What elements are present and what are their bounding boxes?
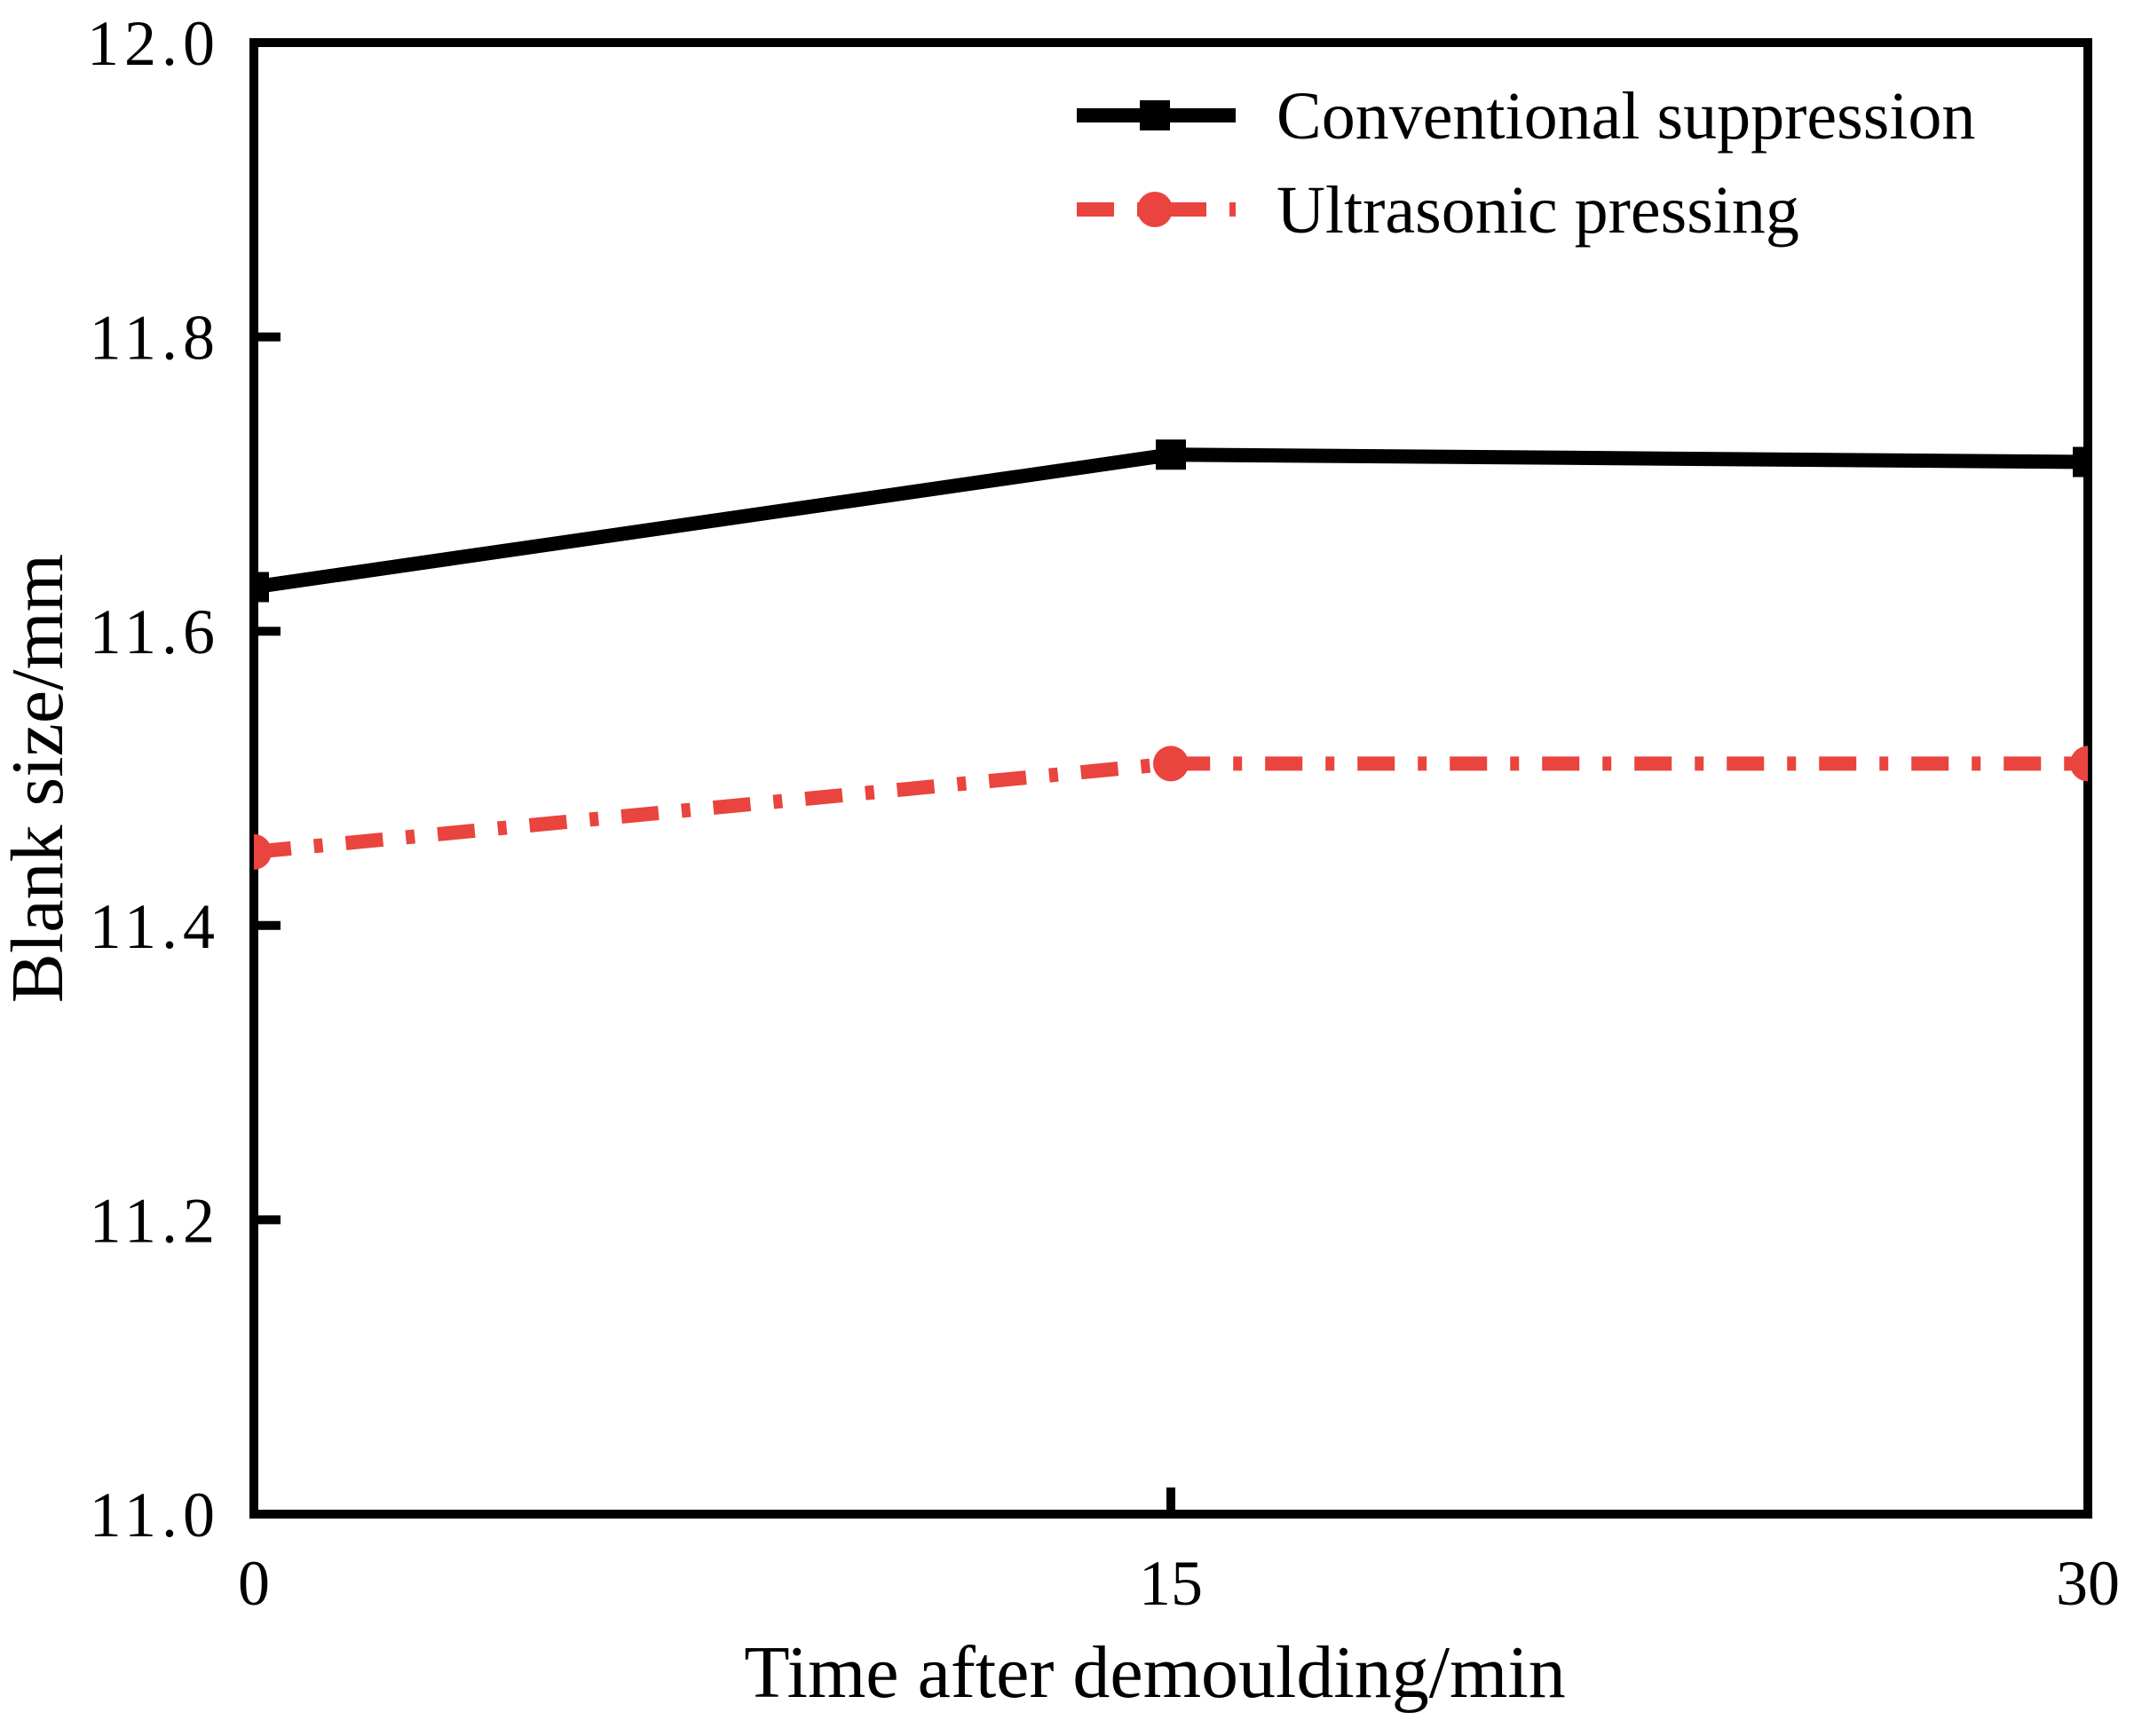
legend-label: Ultrasonic pressing (1276, 173, 1799, 248)
legend-label: Conventional suppression (1276, 79, 1975, 154)
y-tick-label: 11.4 (90, 891, 220, 962)
data-point-conventional-suppression (254, 572, 269, 603)
y-tick-label: 11.8 (90, 303, 220, 374)
data-point-ultrasonic-pressing (1153, 746, 1189, 782)
x-tick-label: 15 (1139, 1548, 1203, 1619)
data-point-conventional-suppression (2073, 446, 2088, 477)
series-conventional-suppression (254, 439, 2088, 603)
x-axis-title: Time after demoulding/min (744, 1631, 1565, 1714)
data-point-conventional-suppression (1156, 439, 1186, 470)
x-tick-label: 0 (238, 1548, 270, 1619)
legend-marker-circle (1137, 192, 1173, 227)
series-line-conventional-suppression (254, 447, 2088, 595)
y-axis-title: Blank size/mm (0, 554, 79, 1003)
y-tick-label: 11.6 (90, 596, 220, 667)
data-point-ultrasonic-pressing (254, 833, 272, 870)
data-point-ultrasonic-pressing (2070, 746, 2088, 782)
y-tick-label: 11.0 (90, 1480, 220, 1551)
x-tick-label: 30 (2056, 1548, 2120, 1619)
y-tick-label: 11.2 (90, 1185, 220, 1256)
legend-entry-conventional-suppression: Conventional suppression (1077, 79, 1975, 154)
series-line-ultrasonic-pressing (254, 756, 2088, 859)
legend-marker-square (1140, 100, 1170, 130)
series-ultrasonic-pressing (254, 746, 2088, 870)
y-tick-label: 12.0 (87, 8, 220, 79)
legend-entry-ultrasonic-pressing: Ultrasonic pressing (1077, 173, 1799, 248)
